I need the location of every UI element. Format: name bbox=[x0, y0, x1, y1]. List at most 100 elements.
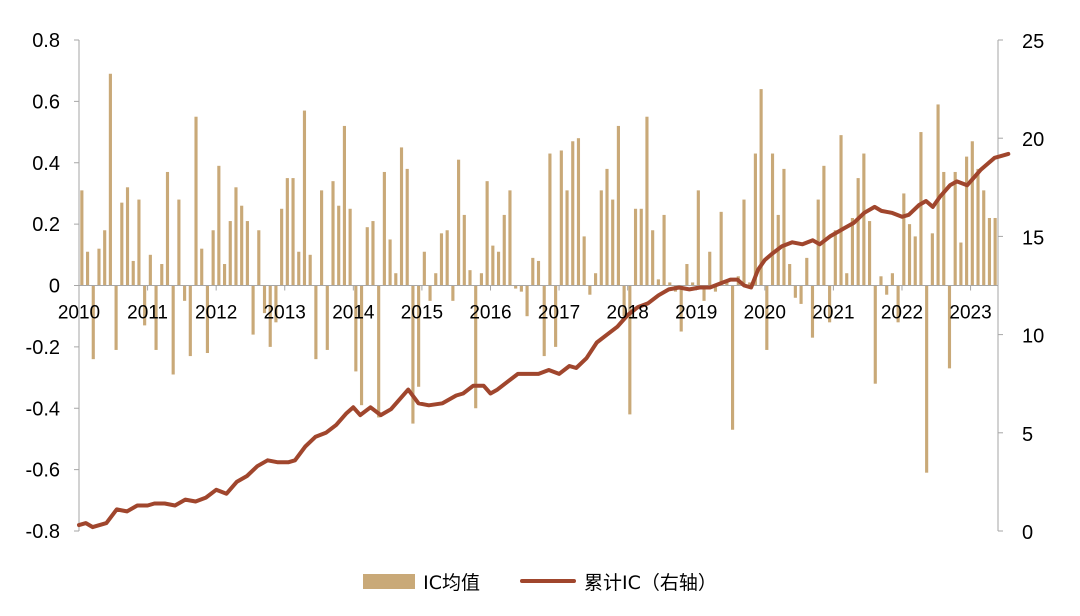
ic-bar bbox=[993, 217, 997, 286]
ic-bar bbox=[691, 282, 695, 286]
ic-bar bbox=[457, 159, 461, 286]
ic-bar bbox=[925, 285, 929, 473]
x-tick-label: 2021 bbox=[812, 303, 854, 324]
ic-bar bbox=[810, 285, 815, 338]
ic-bar bbox=[137, 199, 141, 286]
x-tick-label: 2022 bbox=[881, 303, 923, 324]
ic-bar bbox=[297, 251, 301, 286]
ic-bar bbox=[890, 273, 894, 286]
ic-bar bbox=[200, 248, 204, 286]
right-tick-label: 5 bbox=[1022, 424, 1033, 446]
ic-bar bbox=[502, 214, 506, 286]
x-tick-label: 2023 bbox=[949, 303, 991, 324]
bar-series bbox=[80, 73, 997, 473]
ic-bar bbox=[616, 125, 620, 286]
left-tick-label: 0.2 bbox=[32, 214, 60, 236]
ic-bar bbox=[942, 171, 946, 286]
ic-bar bbox=[919, 132, 923, 286]
ic-bar bbox=[896, 285, 900, 323]
ic-bar bbox=[936, 104, 940, 286]
ic-bar bbox=[662, 214, 666, 286]
x-tick-label: 2010 bbox=[58, 303, 100, 324]
ic-bar bbox=[285, 178, 289, 286]
ic-bar bbox=[97, 248, 101, 286]
left-tick-label: -0.6 bbox=[26, 460, 60, 482]
cumulative-ic-line bbox=[77, 151, 1011, 530]
ic-bar bbox=[594, 273, 598, 286]
ic-bar bbox=[451, 285, 455, 301]
ic-bar bbox=[177, 199, 181, 286]
ic-bar bbox=[559, 150, 563, 286]
ic-bar bbox=[108, 73, 112, 286]
ic-bar bbox=[359, 285, 364, 406]
ic-bar bbox=[496, 251, 501, 286]
ic-bar bbox=[211, 230, 215, 286]
ic-bar bbox=[696, 190, 700, 286]
legend-label-cumulative-ic: 累计IC（右轴） bbox=[584, 571, 717, 594]
left-tick-label: -0.2 bbox=[26, 337, 60, 359]
ic-bar bbox=[188, 285, 192, 357]
ic-bar bbox=[325, 285, 329, 350]
ic-bar bbox=[262, 285, 267, 314]
ic-bar bbox=[879, 276, 883, 286]
ic-bar bbox=[183, 285, 187, 301]
ic-bar bbox=[828, 285, 832, 323]
ic-bar bbox=[525, 285, 529, 317]
ic-bar bbox=[953, 171, 957, 286]
ic-bar bbox=[314, 285, 318, 360]
ic-bar bbox=[930, 233, 934, 286]
ic-bar bbox=[245, 221, 249, 286]
ic-bar bbox=[428, 285, 432, 301]
ic-bar bbox=[434, 273, 438, 286]
right-axis-labels: 25 20 15 10 5 0 bbox=[1022, 31, 1044, 544]
ic-bar bbox=[422, 251, 426, 286]
legend-line-swatch bbox=[520, 579, 576, 583]
axes bbox=[74, 39, 1003, 532]
ic-bar bbox=[291, 178, 295, 286]
x-tick-label: 2020 bbox=[744, 303, 786, 324]
ic-bar bbox=[856, 178, 860, 286]
ic-bar bbox=[719, 211, 723, 286]
ic-bar bbox=[668, 282, 672, 286]
ic-bar bbox=[194, 116, 198, 286]
ic-bar bbox=[770, 153, 775, 286]
ic-bar bbox=[970, 141, 974, 286]
ic-bar bbox=[399, 147, 404, 286]
x-tick-label: 2014 bbox=[332, 303, 375, 324]
ic-bar bbox=[394, 273, 398, 286]
ic-bar bbox=[103, 230, 107, 286]
ic-bar bbox=[639, 208, 643, 286]
ic-bar bbox=[377, 285, 381, 418]
left-tick-label: 0.8 bbox=[32, 30, 60, 52]
ic-bar bbox=[793, 285, 797, 298]
ic-bar bbox=[217, 165, 221, 286]
x-tick-label: 2017 bbox=[538, 303, 580, 324]
ic-bar bbox=[154, 285, 158, 350]
ic-bar bbox=[571, 141, 575, 286]
ic-bar bbox=[531, 257, 535, 286]
ic-bar bbox=[656, 279, 660, 286]
ic-bar bbox=[805, 257, 809, 286]
ic-bar bbox=[348, 208, 352, 286]
ic-bar bbox=[611, 199, 615, 286]
ic-bar bbox=[388, 239, 392, 286]
ic-bar bbox=[976, 168, 980, 286]
ic-bar bbox=[280, 208, 284, 286]
ic-bar bbox=[965, 156, 969, 286]
ic-bar bbox=[519, 285, 523, 292]
ic-bar bbox=[474, 285, 478, 409]
ic-bar bbox=[833, 230, 837, 286]
ic-bar bbox=[765, 285, 769, 350]
ic-bar bbox=[959, 242, 963, 286]
ic-bar bbox=[354, 285, 358, 372]
ic-bar bbox=[120, 202, 124, 286]
ic-bar bbox=[873, 285, 877, 384]
ic-bar bbox=[320, 190, 324, 286]
ic-bar bbox=[839, 135, 843, 286]
x-tick-label: 2012 bbox=[195, 303, 237, 324]
legend: IC均值 累计IC（右轴） bbox=[0, 566, 1080, 596]
left-tick-label: 0 bbox=[49, 276, 60, 298]
ic-bar bbox=[845, 273, 849, 286]
ic-bar bbox=[645, 116, 649, 286]
left-axis-labels: 0.8 0.6 0.4 0.2 0 -0.2 -0.4 -0.6 -0.8 bbox=[26, 30, 60, 543]
